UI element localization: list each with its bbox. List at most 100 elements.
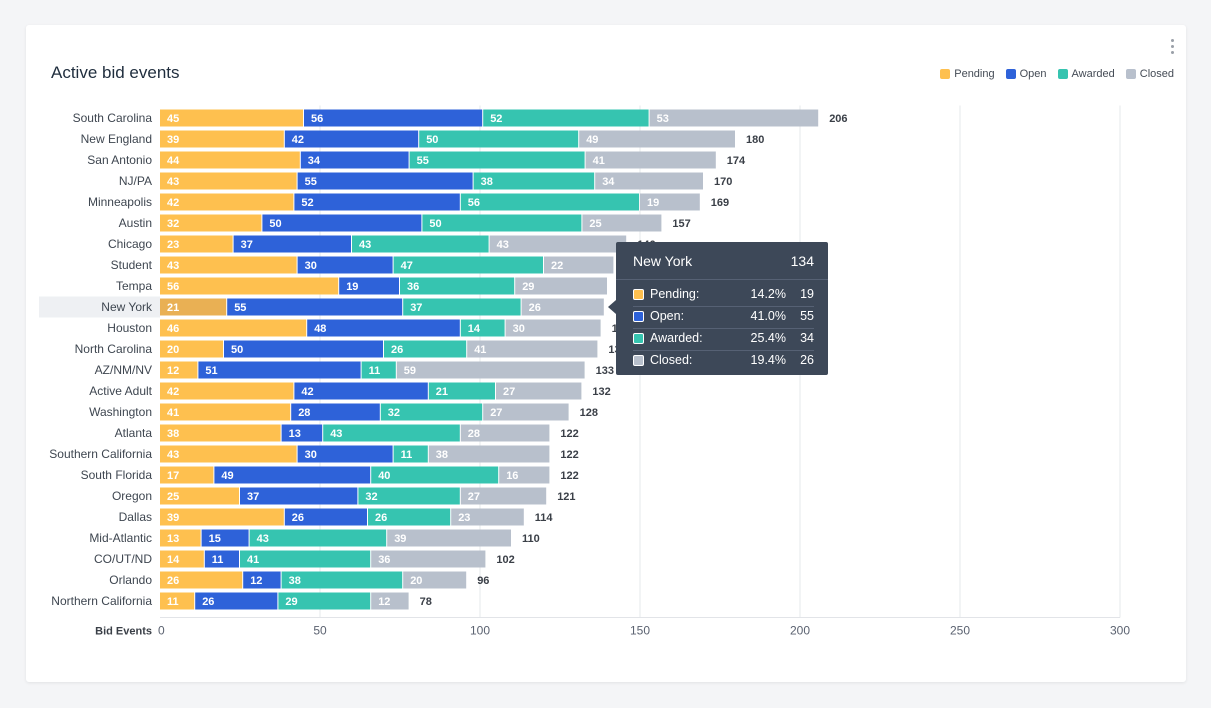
bar-total-active-adult: 132 (592, 386, 610, 398)
bar-value-pending-new-york: 21 (167, 302, 179, 314)
bar-awarded-north-carolina (384, 340, 467, 358)
bar-open-washington (291, 403, 380, 421)
bar-closed-south-carolina (649, 109, 819, 127)
bar-closed-oregon (460, 487, 547, 505)
bar-value-closed-dallas: 23 (458, 512, 470, 524)
bar-open-minneapolis (294, 193, 460, 211)
bar-open-orlando (243, 571, 281, 589)
category-label-austin: Austin (119, 216, 152, 230)
bar-value-pending-south-florida: 17 (167, 470, 179, 482)
bar-value-closed-nj-pa: 34 (602, 176, 615, 188)
bar-open-southern-california (297, 445, 393, 463)
tooltip-total: 134 (790, 252, 814, 269)
bar-value-pending-north-carolina: 20 (167, 344, 179, 356)
bar-closed-dallas (451, 508, 524, 526)
bar-value-open-az-nm-nv: 51 (205, 365, 217, 377)
bar-pending-nj-pa (160, 172, 297, 190)
bar-value-pending-mid-atlantic: 13 (167, 533, 179, 545)
bar-closed-orlando (403, 571, 467, 589)
legend-label-awarded: Awarded (1071, 68, 1115, 80)
bar-value-awarded-orlando: 38 (289, 575, 301, 587)
bar-open-atlanta (281, 424, 323, 442)
bar-awarded-dallas (368, 508, 451, 526)
tooltip-value: 55 (800, 309, 814, 323)
legend-swatch-awarded (1057, 69, 1068, 79)
bar-closed-houston (505, 319, 601, 337)
bar-value-open-new-england: 42 (292, 134, 304, 146)
bar-awarded-south-florida (371, 466, 499, 484)
bar-value-awarded-nj-pa: 38 (481, 176, 493, 188)
x-tick-label: 50 (313, 624, 327, 638)
bar-awarded-student (393, 256, 543, 274)
category-label-chicago: Chicago (108, 237, 152, 251)
category-label-minneapolis: Minneapolis (88, 195, 152, 209)
bar-value-open-co-ut-nd: 11 (212, 554, 224, 566)
bar-open-oregon (240, 487, 358, 505)
category-label-new-england: New England (81, 132, 152, 146)
bar-value-open-chicago: 37 (241, 239, 253, 251)
bar-value-awarded-austin: 50 (429, 218, 441, 230)
bar-awarded-mid-atlantic (249, 529, 387, 547)
bar-closed-new-england (579, 130, 735, 148)
bar-awarded-oregon (358, 487, 460, 505)
bar-pending-houston (160, 319, 307, 337)
bar-closed-chicago (489, 235, 627, 253)
bar-value-open-student: 30 (305, 260, 317, 272)
legend-item-awarded[interactable]: Awarded (1057, 68, 1115, 80)
bar-pending-washington (160, 403, 291, 421)
bar-total-san-antonio: 174 (727, 155, 746, 167)
bar-open-san-antonio (300, 151, 409, 169)
legend-item-open[interactable]: Open (1005, 68, 1047, 80)
bar-closed-co-ut-nd (371, 550, 486, 568)
bar-total-orlando: 96 (477, 575, 489, 587)
tooltip: New York 134 Pending: 14.2% 19 Open: 41.… (608, 242, 828, 375)
bar-value-closed-south-carolina: 53 (657, 113, 669, 125)
bar-closed-student (544, 256, 614, 274)
bar-awarded-houston (460, 319, 505, 337)
tooltip-title: New York (633, 252, 693, 269)
tooltip-percent: 41.0% (750, 309, 786, 323)
bar-value-closed-chicago: 43 (497, 239, 509, 251)
bar-open-nj-pa (297, 172, 473, 190)
tooltip-label: Awarded: (650, 331, 703, 345)
bar-value-pending-southern-california: 43 (167, 449, 179, 461)
bar-total-az-nm-nv: 133 (596, 365, 614, 377)
category-label-southern-california: Southern California (49, 447, 152, 461)
tooltip-percent: 25.4% (750, 331, 786, 345)
bar-value-awarded-new-england: 50 (426, 134, 438, 146)
legend-item-pending[interactable]: Pending (940, 68, 995, 80)
bar-awarded-new-england (419, 130, 579, 148)
bar-closed-southern-california (428, 445, 550, 463)
bar-value-open-north-carolina: 50 (231, 344, 243, 356)
bar-value-pending-nj-pa: 43 (167, 176, 179, 188)
category-label-south-carolina: South Carolina (73, 111, 153, 125)
bar-open-student (297, 256, 393, 274)
hover-row-band (39, 296, 160, 318)
more-options-icon[interactable] (1167, 37, 1177, 57)
bar-pending-co-ut-nd (160, 550, 204, 568)
bar-value-closed-atlanta: 28 (468, 428, 480, 440)
legend-swatch-closed (1125, 69, 1136, 79)
bar-pending-san-antonio (160, 151, 300, 169)
bar-pending-new-york (160, 298, 227, 316)
bar-value-awarded-north-carolina: 26 (391, 344, 403, 356)
bar-value-pending-chicago: 23 (167, 239, 179, 251)
bar-total-south-florida: 122 (560, 470, 578, 482)
bar-value-awarded-active-adult: 21 (436, 386, 448, 398)
bar-pending-student (160, 256, 297, 274)
chart-title: Active bid events (51, 63, 180, 82)
bar-value-awarded-mid-atlantic: 43 (257, 533, 269, 545)
bar-value-closed-az-nm-nv: 59 (404, 365, 416, 377)
bar-value-awarded-co-ut-nd: 41 (247, 554, 259, 566)
tooltip-value: 26 (800, 353, 814, 367)
bar-value-closed-houston: 30 (513, 323, 525, 335)
legend-item-closed[interactable]: Closed (1125, 68, 1174, 80)
category-label-mid-atlantic: Mid-Atlantic (89, 531, 152, 545)
bar-value-open-washington: 28 (298, 407, 310, 419)
bar-value-open-active-adult: 42 (301, 386, 313, 398)
category-label-atlanta: Atlanta (115, 426, 153, 440)
bar-value-awarded-south-florida: 40 (378, 470, 390, 482)
bar-value-awarded-chicago: 43 (359, 239, 371, 251)
bar-pending-active-adult (160, 382, 294, 400)
bar-value-open-houston: 48 (314, 323, 326, 335)
